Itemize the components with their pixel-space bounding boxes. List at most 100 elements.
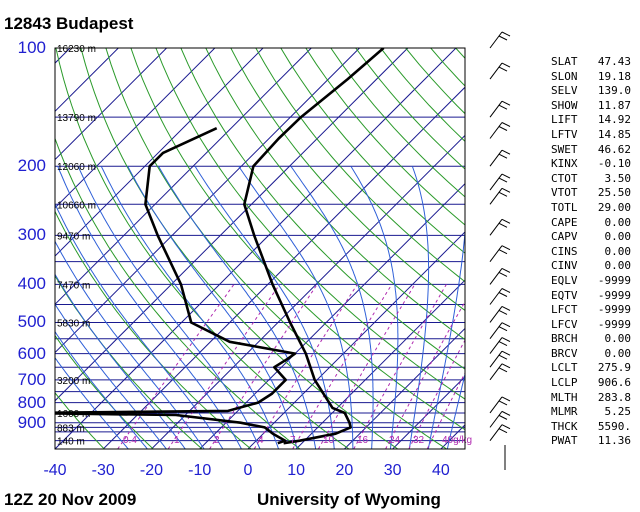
index-key: CAPV bbox=[551, 230, 578, 244]
isotherm-line bbox=[55, 48, 167, 161]
moist-adiabat bbox=[77, 166, 261, 449]
mixing-ratio-line bbox=[117, 284, 235, 449]
barb-feather bbox=[498, 367, 508, 373]
moist-adiabat bbox=[446, 372, 465, 449]
index-row: MLTH 283.8 bbox=[551, 391, 631, 406]
index-value: 46.62 bbox=[597, 142, 631, 156]
height-label: 3200 m bbox=[57, 376, 90, 387]
temperature-profile bbox=[243, 48, 385, 445]
barb-feather bbox=[498, 271, 508, 277]
dry-adiabat bbox=[55, 391, 105, 449]
barb-shaft bbox=[489, 100, 503, 118]
temperature-tick-label: -40 bbox=[43, 462, 67, 479]
index-row: SHOW 11.87 bbox=[551, 99, 631, 114]
moist-adiabat bbox=[427, 226, 465, 449]
mixing-ratio-line bbox=[209, 284, 318, 449]
index-row: SLAT 47.43 bbox=[551, 55, 631, 70]
wind-barb bbox=[489, 187, 511, 205]
index-row: MLMR 5.25 bbox=[551, 405, 631, 420]
height-label: 7470 m bbox=[57, 280, 90, 291]
barb-shaft bbox=[489, 219, 503, 236]
index-key: LFCT bbox=[551, 303, 578, 317]
dry-adiabat bbox=[180, 48, 465, 370]
index-key: LCLT bbox=[551, 361, 578, 375]
moist-adiabat bbox=[408, 166, 430, 449]
dry-adiabat bbox=[230, 48, 465, 312]
isotherm-line bbox=[151, 134, 465, 449]
barb-shaft bbox=[489, 350, 503, 368]
index-value: 0.00 bbox=[604, 259, 632, 273]
index-row: BRCV 0.00 bbox=[551, 347, 631, 362]
index-row: LFCT -9999 bbox=[551, 303, 631, 318]
barb-feather bbox=[498, 414, 508, 420]
isotherm-line bbox=[102, 86, 465, 449]
wind-barb bbox=[489, 424, 511, 441]
moist-adiabat bbox=[55, 240, 205, 449]
index-key: TOTL bbox=[551, 200, 578, 214]
height-label: 10660 m bbox=[57, 200, 96, 211]
barb-shaft bbox=[489, 322, 503, 340]
barb-shaft bbox=[489, 306, 503, 323]
index-value: 3.50 bbox=[604, 171, 632, 185]
height-label: 13790 m bbox=[57, 113, 96, 124]
isotherm-line bbox=[55, 48, 264, 257]
index-row: SELV 139.0 bbox=[551, 84, 631, 99]
barb-shaft bbox=[489, 31, 503, 49]
index-key: CINS bbox=[551, 244, 578, 258]
index-row: LCLT 275.9 bbox=[551, 361, 631, 376]
dewpoint-profile bbox=[55, 127, 297, 445]
wind-barb bbox=[489, 322, 511, 340]
temperature-tick-label: -30 bbox=[91, 462, 115, 479]
index-key: SWET bbox=[551, 142, 578, 156]
isotherm-line bbox=[55, 48, 409, 402]
mixing-ratio-line bbox=[317, 284, 416, 449]
sounding-time: 12Z 20 Nov 2009 bbox=[4, 490, 137, 509]
mixing-ratio-line bbox=[253, 284, 358, 449]
mixing-ratio-line bbox=[385, 300, 465, 449]
barb-feather bbox=[501, 173, 511, 179]
moist-adiabat bbox=[55, 356, 129, 449]
temperature-tick-label: 0 bbox=[243, 462, 253, 479]
index-key: BRCH bbox=[551, 332, 578, 346]
moist-adiabat bbox=[100, 165, 279, 449]
barb-shaft bbox=[489, 288, 503, 305]
index-value: 0.00 bbox=[604, 244, 632, 258]
barb-feather bbox=[498, 249, 508, 255]
barb-feather bbox=[501, 187, 511, 193]
temperature-tick-label: -10 bbox=[188, 462, 212, 479]
index-row: THCK 5590. bbox=[551, 420, 631, 435]
index-row: SWET 46.62 bbox=[551, 143, 631, 158]
pressure-tick-label: 200 bbox=[17, 156, 46, 176]
station-title: 12843 Budapest bbox=[4, 14, 134, 33]
pressure-tick-label: 900 bbox=[17, 412, 46, 432]
barb-feather bbox=[501, 122, 511, 127]
index-key: CAPE bbox=[551, 215, 578, 229]
index-row: VTOT 25.50 bbox=[551, 186, 631, 201]
barb-shaft bbox=[489, 122, 503, 139]
index-value: 19.18 bbox=[597, 69, 631, 83]
index-value: 906.6 bbox=[597, 376, 631, 390]
mixing-ratio-line bbox=[292, 284, 393, 449]
index-value: -0.10 bbox=[597, 157, 631, 171]
moist-adiabat bbox=[127, 165, 298, 449]
moist-adiabat bbox=[55, 330, 148, 449]
temperature-tick-label: 20 bbox=[335, 462, 354, 479]
barb-feather bbox=[501, 322, 511, 328]
index-key: SHOW bbox=[551, 98, 578, 112]
barb-feather bbox=[501, 62, 511, 68]
height-label: 140 m bbox=[57, 437, 85, 448]
index-key: THCK bbox=[551, 419, 578, 433]
wind-barb bbox=[489, 288, 511, 305]
moist-adiabat bbox=[55, 273, 186, 449]
barb-feather bbox=[498, 66, 508, 72]
dry-adiabat bbox=[55, 48, 350, 449]
wind-barb bbox=[489, 306, 511, 323]
moist-adiabat bbox=[350, 165, 399, 449]
mixing-ratio-line bbox=[426, 371, 465, 449]
index-row: SLON 19.18 bbox=[551, 70, 631, 85]
barb-feather bbox=[501, 267, 511, 273]
pressure-tick-label: 600 bbox=[17, 343, 46, 363]
temperature-tick-label: 10 bbox=[287, 462, 306, 479]
wind-barb bbox=[489, 267, 511, 285]
